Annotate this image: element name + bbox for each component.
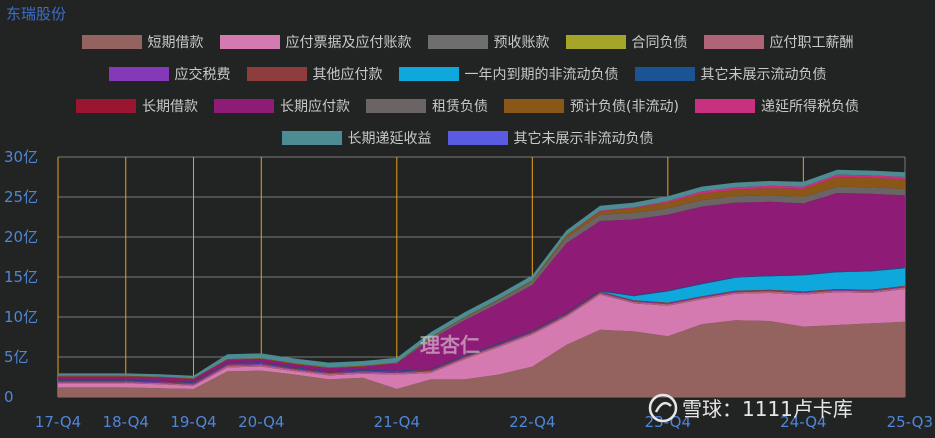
legend-item[interactable]: 租赁负债 [366,96,488,116]
legend-item[interactable]: 预计负债(非流动) [504,96,679,116]
legend-swatch [427,35,488,49]
legend-label: 长期应付款 [280,99,351,115]
legend-item[interactable]: 长期借款 [76,96,198,116]
legend-label: 长期借款 [142,99,199,115]
legend-label: 应付职工薪酬 [769,35,854,51]
legend-item[interactable]: 递延所得税负债 [694,96,859,116]
legend-label: 预计负债(非流动) [570,99,679,115]
legend-swatch [447,131,508,145]
legend-swatch [81,35,142,49]
legend-item[interactable]: 预收账款 [427,32,550,52]
legend-label: 短期借款 [147,35,204,51]
legend-label: 一年内到期的非流动负债 [464,67,619,83]
legend-row: 应交税费 其他应付款 一年内到期的非流动负债 其它未展示流动负债 [0,58,935,90]
legend-swatch [76,99,137,113]
legend-item[interactable]: 长期递延收益 [281,128,432,148]
legend-item[interactable]: 应交税费 [108,64,231,84]
legend-row: 短期借款 应付票据及应付账款 预收账款 合同负债 应付职工薪酬 [0,26,935,58]
x-tick-label: 17-Q4 [35,413,81,431]
legend-label: 应交税费 [174,67,231,83]
legend-item[interactable]: 其他应付款 [246,64,383,84]
y-tick-label: 20亿 [4,228,38,246]
y-tick-label: 10亿 [4,308,38,326]
legend-swatch [214,99,275,113]
xueqiu-snowball-logo-icon [648,393,678,423]
legend-item[interactable]: 长期应付款 [214,96,350,116]
y-tick-label: 15亿 [4,268,38,286]
legend-swatch [108,67,169,81]
legend-label: 预收账款 [493,35,550,51]
logo-swoosh [654,401,672,413]
chart-title: 东瑞股份 [6,5,67,23]
area-series-10 [58,193,905,383]
legend-swatch [504,99,565,113]
legend-swatch [246,67,307,81]
legend-label: 应付票据及应付账款 [285,35,412,51]
watermark-center-text: 理杏仁 [420,333,480,357]
legend-label: 合同负债 [631,35,688,51]
x-tick-label: 24-Q4 [780,413,826,431]
legend-row: 长期借款 长期应付款 租赁负债 预计负债(非流动) 递延所得税负债 [0,90,935,122]
area-series-0 [58,320,905,397]
legend-label: 其它未展示非流动负债 [513,131,654,147]
legend-label: 递延所得税负债 [760,99,859,115]
legend-label: 其它未展示流动负债 [700,67,827,83]
legend-row: 长期递延收益 其它未展示非流动负债 [0,122,935,154]
logo-ring [648,393,678,423]
legend-item[interactable]: 一年内到期的非流动负债 [398,64,619,84]
y-tick-label: 5亿 [4,348,29,366]
legend-swatch [565,35,626,49]
legend-label: 其他应付款 [312,67,383,83]
legend: 短期借款 应付票据及应付账款 预收账款 合同负债 应付职工薪酬应交税费 其他应付款 一年内到… [0,26,935,154]
legend-swatch [398,67,459,81]
y-tick-label: 0 [4,388,14,406]
legend-item[interactable]: 应付职工薪酬 [703,32,854,52]
legend-item[interactable]: 其它未展示非流动负债 [447,128,654,148]
legend-item[interactable]: 合同负债 [565,32,688,52]
legend-swatch [634,67,695,81]
legend-label: 长期递延收益 [347,131,432,147]
y-tick-label: 30亿 [4,148,38,166]
legend-swatch [694,99,755,113]
legend-item[interactable]: 短期借款 [81,32,204,52]
legend-swatch [703,35,764,49]
x-tick-label: 18-Q4 [103,413,149,431]
x-tick-label: 21-Q4 [374,413,420,431]
legend-swatch [281,131,342,145]
legend-item[interactable]: 其它未展示流动负债 [634,64,827,84]
watermark-text: 雪球：1111卢卡库 [682,397,853,421]
legend-item[interactable]: 应付票据及应付账款 [219,32,412,52]
legend-swatch [219,35,280,49]
legend-label: 租赁负债 [432,99,489,115]
x-tick-label: 23-Q4 [645,413,691,431]
area-series-1 [58,289,905,389]
area-series-7 [58,268,905,383]
x-tick-label: 19-Q4 [170,413,216,431]
legend-swatch [366,99,427,113]
x-tick-label: 20-Q4 [238,413,284,431]
axes: 0 5亿 10亿 15亿 20亿 25亿 30亿 17-Q4 18-Q4 19-Q4 20-Q4 21… [4,148,933,431]
y-tick-label: 25亿 [4,188,38,206]
x-tick-label: 25-Q3 [887,413,933,431]
area-series [58,169,905,397]
x-tick-label: 22-Q4 [509,413,555,431]
